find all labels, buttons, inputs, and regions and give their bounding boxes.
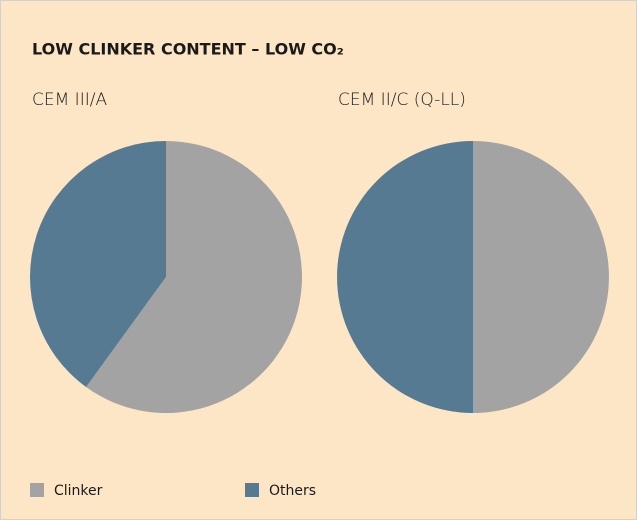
legend-label: Others — [269, 483, 316, 499]
pie-slice — [473, 141, 609, 413]
pie-slice — [86, 141, 303, 414]
legend-swatch — [245, 483, 259, 497]
legend-swatch — [30, 483, 44, 497]
pie-slice — [337, 141, 473, 413]
legend-label: Clinker — [54, 483, 103, 499]
page-title: LOW CLINKER CONTENT – LOW CO₂ — [32, 40, 344, 59]
pie-slice — [30, 141, 166, 388]
pie-title: CEM II/C (Q-LL) — [338, 90, 466, 110]
pie-title: CEM III/A — [32, 90, 107, 110]
